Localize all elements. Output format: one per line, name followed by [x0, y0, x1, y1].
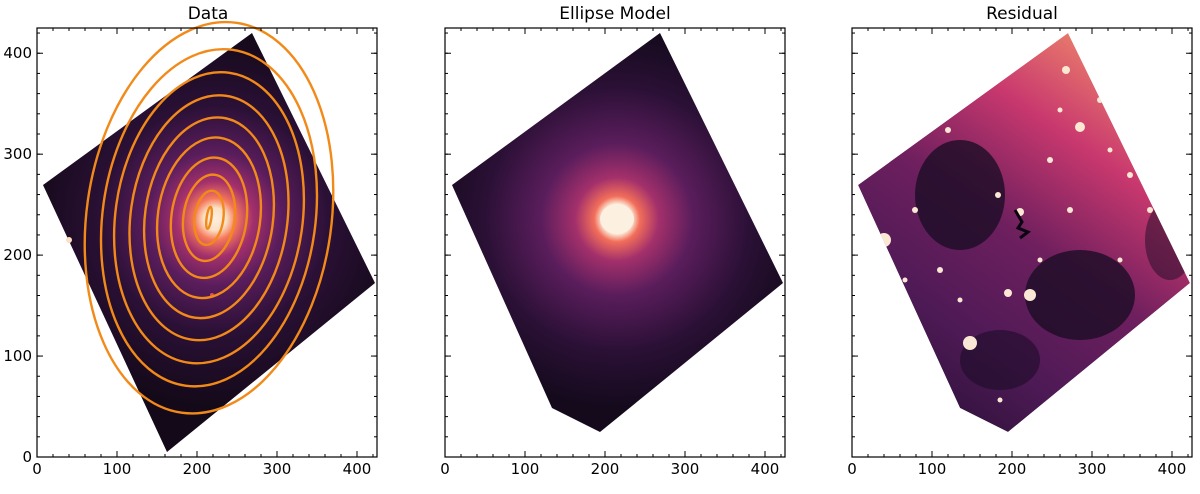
- isophote-overlay: [83, 20, 335, 415]
- x-tick-label: 200: [998, 460, 1027, 478]
- x-tick-label: 200: [591, 460, 620, 478]
- axes-frame-model: [444, 27, 786, 458]
- image-residual: [858, 33, 1190, 432]
- y-tick-label: 0: [22, 448, 32, 466]
- isophote-ellipse: [204, 205, 214, 230]
- image-model: [452, 33, 783, 432]
- axes-frame-data: [36, 27, 378, 458]
- isophote-ellipse: [193, 189, 225, 247]
- panel-title-data: Data: [188, 4, 229, 24]
- residual-dark-patch: [915, 140, 1005, 250]
- y-tick-label: 200: [3, 246, 32, 264]
- x-tick-label: 400: [1158, 460, 1187, 478]
- panel-title-model: Ellipse Model: [559, 4, 670, 24]
- x-tick-label: 400: [343, 460, 372, 478]
- residual-dark-patch: [960, 330, 1040, 390]
- x-tick-label: 200: [183, 460, 212, 478]
- image-data: [43, 33, 375, 452]
- panel-residual: Residual: [847, 4, 1193, 478]
- x-tick-label: 0: [440, 460, 450, 478]
- x-tick-label: 100: [103, 460, 132, 478]
- isophote-ellipse: [169, 156, 249, 280]
- y-tick-label: 100: [3, 347, 32, 365]
- isophote-ellipse: [142, 116, 276, 320]
- panel-model: Ellipse Model 0 100 200 300 400: [440, 4, 786, 478]
- residual-dark-patch: [1025, 250, 1135, 340]
- x-tick-label: 300: [671, 460, 700, 478]
- x-tick-label: 300: [263, 460, 292, 478]
- model-core: [600, 204, 634, 234]
- isophote-ellipse: [128, 94, 290, 342]
- axes-ticks-data: 0 100 200 300 400 0 100 200 300 400: [3, 28, 377, 478]
- residual-dark-patch: [1145, 200, 1190, 280]
- isophote-ellipse: [155, 136, 263, 300]
- residual-center-artifact: [1013, 209, 1032, 240]
- data-bright-star: [66, 237, 72, 243]
- axes-ticks-residual: 0 100 200 300 400: [847, 28, 1192, 478]
- isophote-ellipse: [181, 173, 237, 263]
- x-tick-label: 100: [918, 460, 947, 478]
- x-tick-label: 0: [847, 460, 857, 478]
- isophote-ellipse: [99, 47, 319, 388]
- isophote-ellipse: [83, 20, 335, 415]
- panel-title-residual: Residual: [986, 4, 1058, 24]
- panel-data: Data 0 100 200 300 400 0 100 200 300 400: [3, 4, 378, 478]
- axes-frame-residual: [851, 27, 1193, 458]
- axes-ticks-model: 0 100 200 300 400: [440, 28, 785, 478]
- x-tick-label: 0: [32, 460, 42, 478]
- y-tick-label: 400: [3, 44, 32, 62]
- x-tick-label: 400: [751, 460, 780, 478]
- x-tick-label: 300: [1078, 460, 1107, 478]
- x-tick-label: 100: [511, 460, 540, 478]
- y-tick-label: 300: [3, 145, 32, 163]
- isophote-ellipse: [112, 71, 306, 365]
- data-footprint: [43, 33, 375, 452]
